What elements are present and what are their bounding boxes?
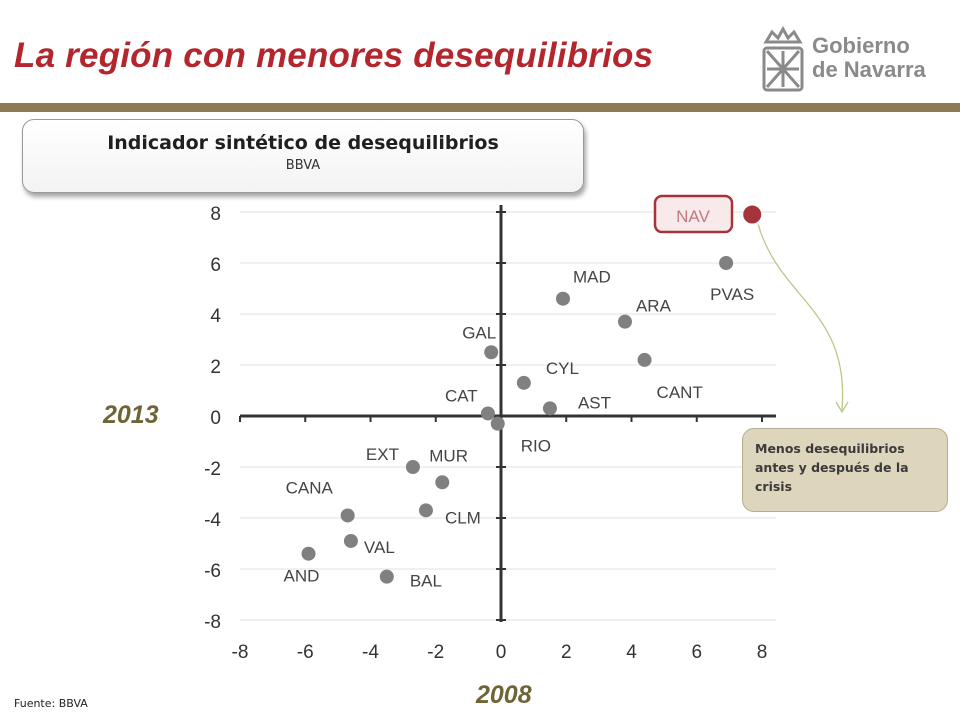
y-tick-label: -6 <box>204 561 221 582</box>
y-tick-label: 2 <box>210 357 221 378</box>
y-tick-label: 8 <box>210 204 221 225</box>
point-label: VAL <box>364 538 395 557</box>
logo-line-1: Gobierno <box>812 33 910 58</box>
data-point <box>301 546 316 561</box>
data-point <box>617 314 632 329</box>
x-tick-label: 4 <box>626 642 637 663</box>
point-label: MAD <box>573 268 611 287</box>
highlight-label-box <box>653 194 734 234</box>
point-label: ARA <box>636 297 672 316</box>
callout-connector <box>757 224 844 411</box>
x-tick-label: 6 <box>691 642 702 663</box>
point-label: CANA <box>286 478 334 497</box>
data-point <box>343 533 358 548</box>
x-tick-label: 8 <box>757 642 768 663</box>
data-point <box>542 401 557 416</box>
point-label: BAL <box>410 572 442 591</box>
logo-line-2: de Navarra <box>812 57 926 82</box>
point-label: PVAS <box>710 285 754 304</box>
y-tick-label: -4 <box>204 510 221 531</box>
x-tick-label: -6 <box>297 642 314 663</box>
x-tick-label: 0 <box>496 642 507 663</box>
source-note: Fuente: BBVA <box>14 697 88 710</box>
data-point <box>480 406 495 421</box>
gobierno-navarra-logo: Gobierno de Navarra <box>758 26 948 98</box>
navarra-crest-icon <box>762 26 804 92</box>
point-label: CLM <box>445 508 481 527</box>
callout-arrowhead <box>835 401 849 414</box>
data-point <box>637 352 652 367</box>
point-label: CYL <box>546 359 579 378</box>
chart-title: Indicador sintético de desequilibrios <box>107 132 499 154</box>
chart-subtitle: BBVA <box>285 158 321 173</box>
data-point <box>435 475 450 490</box>
data-point <box>719 256 734 270</box>
data-point <box>379 569 394 584</box>
point-label: CANT <box>657 383 703 402</box>
data-point <box>484 345 499 360</box>
x-tick-label: 2 <box>561 642 572 663</box>
data-point <box>405 460 420 474</box>
y-tick-label: -2 <box>204 459 221 480</box>
data-point-highlight <box>743 205 762 224</box>
point-label: MUR <box>429 446 468 465</box>
y-tick-label: -8 <box>204 612 221 633</box>
x-tick-label: -2 <box>427 642 444 663</box>
data-point <box>340 508 355 523</box>
y-tick-label: 4 <box>210 306 221 327</box>
y-tick-label: 6 <box>210 255 221 276</box>
point-label: AND <box>284 567 320 586</box>
data-point <box>516 375 531 390</box>
callout-note: Menos desequilibrios antes y después de … <box>742 428 948 512</box>
point-label: CAT <box>445 386 478 405</box>
point-label: RIO <box>521 437 551 456</box>
page-title: La región con menores desequilibrios <box>14 36 654 75</box>
data-point <box>418 503 433 518</box>
chart-title-box: Indicador sintético de desequilibrios BB… <box>22 119 584 193</box>
y-axis-label: 2013 <box>103 401 159 429</box>
logo-text: Gobierno de Navarra <box>812 34 926 82</box>
x-tick-label: -4 <box>362 642 379 663</box>
data-point <box>555 291 570 306</box>
y-tick-label: 0 <box>210 408 221 429</box>
point-label: EXT <box>366 445 399 464</box>
x-tick-label: -8 <box>232 642 249 663</box>
point-label: NAV <box>676 207 710 226</box>
point-label: GAL <box>462 323 496 342</box>
x-axis-label: 2008 <box>476 681 532 709</box>
header-rule <box>0 103 960 112</box>
data-point <box>490 416 505 431</box>
point-label: AST <box>578 393 611 412</box>
